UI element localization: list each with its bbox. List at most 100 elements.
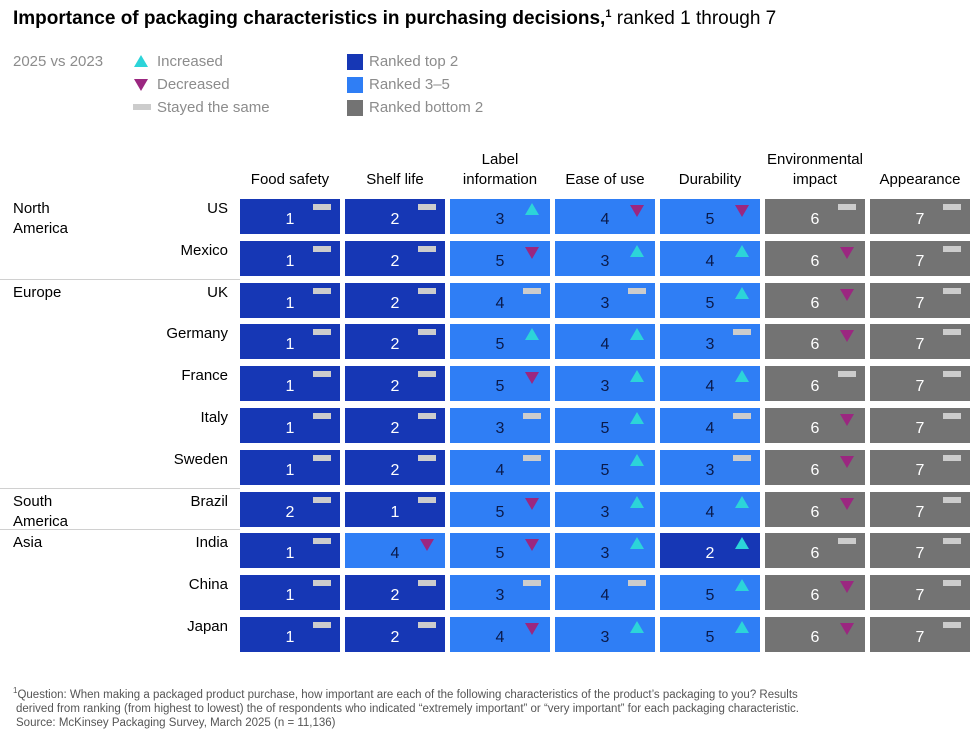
region-separator <box>0 529 240 531</box>
rank-value: 1 <box>285 545 295 563</box>
rank-cell: 3 <box>660 449 760 485</box>
rank-cell: 4 <box>555 199 655 234</box>
rank-value: 2 <box>390 252 400 270</box>
rank-value: 6 <box>810 336 820 354</box>
rank-cell: 4 <box>450 282 550 318</box>
rank-cell: 1 <box>240 282 340 318</box>
rank-cell: 4 <box>660 408 760 443</box>
rank-cell: 1 <box>240 533 340 569</box>
rank-value: 4 <box>495 294 505 312</box>
rank-value: 3 <box>705 461 715 479</box>
legend-decreased-label: Decreased <box>157 76 230 93</box>
column-header-label-information: Label information <box>462 151 538 188</box>
legend-mid-swatch <box>347 77 363 93</box>
rank-value: 4 <box>600 211 610 228</box>
country-label-germany: Germany <box>166 325 228 343</box>
rank-value: 5 <box>495 378 505 396</box>
rank-cell: 2 <box>660 533 760 569</box>
decreased-icon <box>525 623 539 635</box>
footnote-line2: derived from ranking (from highest to lo… <box>16 702 799 715</box>
region-label-asia: Asia <box>13 534 43 552</box>
rank-cell: 3 <box>555 617 655 652</box>
rank-cell: 5 <box>450 366 550 402</box>
decreased-icon <box>840 581 854 594</box>
legend-mid-label: Ranked 3–5 <box>369 76 450 93</box>
rank-cell: 5 <box>450 491 550 527</box>
rank-cell: 6 <box>765 491 865 527</box>
footnote-question: 1Question: When making a packaged produc… <box>13 684 963 702</box>
rank-value: 3 <box>705 336 715 354</box>
rank-value: 5 <box>495 545 505 563</box>
rank-cell: 5 <box>555 408 655 443</box>
increased-icon <box>630 453 644 466</box>
rank-value: 7 <box>915 503 925 521</box>
same-icon <box>418 245 436 252</box>
rank-cell: 2 <box>345 617 445 652</box>
country-label-brazil: Brazil <box>190 492 228 510</box>
country-label-sweden: Sweden <box>173 450 228 468</box>
same-icon <box>943 454 961 461</box>
rank-value: 3 <box>600 503 610 521</box>
rank-value: 3 <box>600 378 610 396</box>
rank-value: 6 <box>810 545 820 563</box>
rank-value: 3 <box>495 420 505 437</box>
increased-icon <box>630 370 644 383</box>
decreased-icon <box>840 497 854 510</box>
rank-cell: 6 <box>765 240 865 276</box>
same-icon <box>838 204 856 210</box>
rank-value: 5 <box>600 420 610 437</box>
same-icon <box>418 580 436 587</box>
title-footnote-mark: 1 <box>605 8 612 20</box>
rank-cell: 6 <box>765 282 865 318</box>
rank-cell: 2 <box>345 199 445 234</box>
rank-value: 1 <box>285 378 295 396</box>
legend-increased-icon <box>134 55 148 67</box>
rank-value: 4 <box>705 252 715 270</box>
decreased-icon <box>630 205 644 217</box>
rank-value: 6 <box>810 587 820 605</box>
rank-cell: 7 <box>870 491 970 527</box>
same-icon <box>523 454 541 461</box>
same-icon <box>313 413 331 419</box>
rank-cell: 7 <box>870 449 970 485</box>
footnote-mark: 1 <box>13 686 18 695</box>
increased-icon <box>630 621 644 633</box>
region-label-south-america: South America <box>13 492 69 530</box>
same-icon <box>313 371 331 378</box>
same-icon <box>943 245 961 252</box>
rank-cell: 3 <box>555 533 655 569</box>
country-label-france: France <box>181 367 228 385</box>
country-label-japan: Japan <box>187 618 228 635</box>
increased-icon <box>735 537 749 550</box>
rank-cell: 2 <box>345 240 445 276</box>
same-icon <box>313 538 331 545</box>
same-icon <box>733 413 751 419</box>
increased-icon <box>735 621 749 633</box>
rank-cell: 6 <box>765 324 865 360</box>
decreased-icon <box>840 246 854 259</box>
rank-cell: 5 <box>450 533 550 569</box>
decreased-icon <box>840 455 854 468</box>
same-icon <box>418 496 436 503</box>
rank-cell: 6 <box>765 617 865 652</box>
decreased-icon <box>735 205 749 217</box>
rank-cell: 1 <box>345 491 445 527</box>
rank-value: 5 <box>705 629 715 646</box>
rank-value: 4 <box>495 629 505 646</box>
rank-cell: 6 <box>765 408 865 443</box>
rank-cell: 1 <box>240 324 340 360</box>
rank-value: 2 <box>390 461 400 479</box>
increased-icon <box>735 244 749 257</box>
rank-cell: 7 <box>870 533 970 569</box>
rank-value: 1 <box>285 294 295 312</box>
rank-cell: 6 <box>765 575 865 611</box>
same-icon <box>943 329 961 336</box>
decreased-icon <box>420 539 434 552</box>
rank-value: 6 <box>810 378 820 396</box>
same-icon <box>943 622 961 628</box>
rank-value: 7 <box>915 211 925 228</box>
legend-same-label: Stayed the same <box>157 99 270 116</box>
rank-value: 1 <box>285 211 295 228</box>
legend-top2-swatch <box>347 54 363 70</box>
rank-value: 2 <box>390 211 400 228</box>
